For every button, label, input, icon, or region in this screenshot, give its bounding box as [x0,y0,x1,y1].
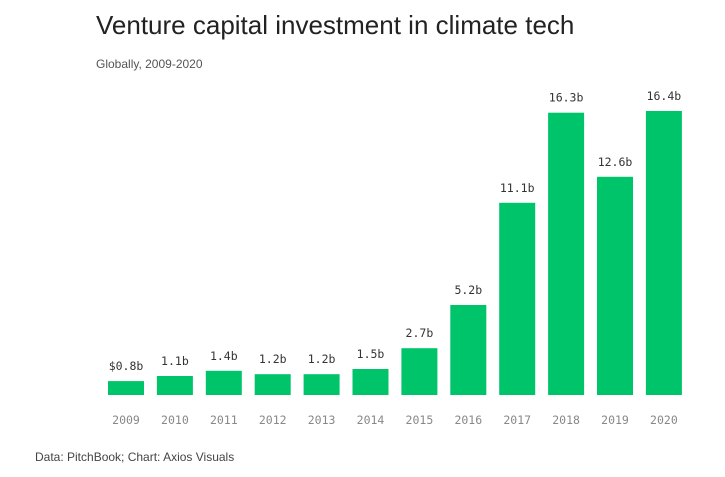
bar-2016 [450,305,487,395]
data-label-2011: 1.4b [210,349,238,363]
data-label-2010: 1.1b [161,354,189,368]
x-axis-ticks: 2009 2010 2011 2012 2013 2014 2015 2016 2017 2018… [112,413,678,427]
x-tick-2013: 2013 [308,413,336,427]
bar-2011 [205,370,242,395]
x-tick-2012: 2012 [259,413,287,427]
data-label-2018: 16.3b [549,91,584,105]
x-tick-2019: 2019 [601,413,629,427]
bar-2018 [548,112,585,395]
x-tick-2009: 2009 [112,413,140,427]
data-label-2014: 1.5b [357,347,385,361]
data-label-2009: $0.8b [109,359,144,373]
bar-2010 [156,376,193,395]
data-label-group: $0.8b 1.1b 1.4b 1.2b 1.2b 1.5b 2.7b 5.2b 11.1b 16… [109,89,682,373]
x-tick-2018: 2018 [552,413,580,427]
x-tick-2010: 2010 [161,413,189,427]
x-tick-2017: 2017 [503,413,531,427]
x-tick-2014: 2014 [357,413,385,427]
chart-source: Data: PitchBook; Chart: Axios Visuals [35,450,235,464]
x-tick-2020: 2020 [650,413,678,427]
data-label-2015: 2.7b [406,326,434,340]
data-label-2020: 16.4b [647,89,682,103]
data-label-2019: 12.6b [598,155,633,169]
chart-subtitle: Globally, 2009-2020 [96,57,203,71]
bar-2012 [254,374,291,395]
bar-2017 [499,202,536,395]
bar-2013 [303,374,340,395]
data-label-2013: 1.2b [308,352,336,366]
bar-2009 [108,381,144,395]
chart-title: Venture capital investment in climate te… [96,10,575,40]
data-label-2017: 11.1b [500,181,535,195]
x-tick-2011: 2011 [210,413,238,427]
bar-2019 [597,176,633,395]
bar-2014 [352,369,389,395]
bar-group [108,111,682,395]
x-tick-2015: 2015 [406,413,434,427]
bar-2020 [645,111,682,395]
data-label-2016: 5.2b [454,283,482,297]
x-tick-2016: 2016 [454,413,482,427]
data-label-2012: 1.2b [259,352,287,366]
bar-2015 [401,348,438,395]
